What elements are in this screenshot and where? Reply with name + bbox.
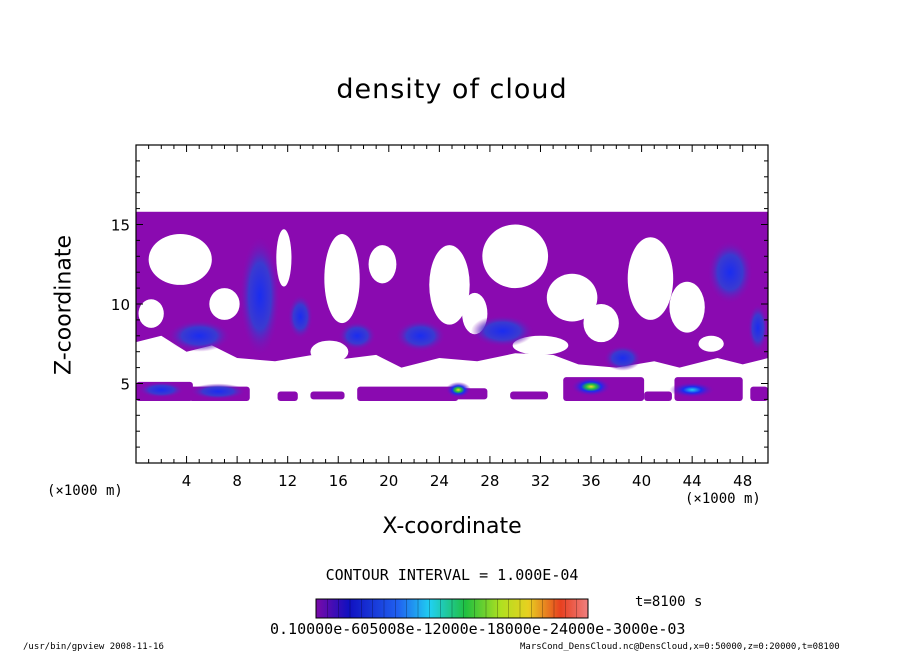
footer-command: /usr/bin/gpview 2008-11-16 [23,642,164,652]
x-tick-label: 12 [278,472,297,490]
cloud-low-patch [357,386,459,401]
density-blob [338,321,377,351]
x-tick-label: 40 [632,472,651,490]
cloud-gap [276,229,292,287]
contour-interval-label: CONTOUR INTERVAL = 1.000E-04 [325,566,579,584]
density-blob [603,345,642,371]
footer-source: MarsCond_DensCloud.nc@DensCloud,x=0:5000… [520,642,840,652]
x-tick-label: 36 [581,472,600,490]
x-tick-label: 4 [182,472,192,490]
density-blob [190,383,246,400]
cloud-low-patch [750,386,768,401]
cloud-gap [669,281,705,333]
density-blob [669,381,715,398]
chart-title: density of cloud [336,74,568,105]
x-unit-label-left: (×1000 m) [47,483,123,499]
cloud-gap [429,245,470,325]
cloud-gap [482,224,549,289]
time-label: t=8100 s [635,594,703,610]
cloud-low-patch [310,391,345,400]
density-blob [570,377,612,397]
density-field [136,211,768,401]
x-tick-label: 32 [531,472,550,490]
x-tick-label: 44 [683,472,702,490]
x-tick-label: 16 [329,472,348,490]
cloud-gap [368,245,397,284]
x-tick-label: 24 [430,472,449,490]
x-tick-label: 20 [379,472,398,490]
density-blob [395,319,446,352]
cloud-gap [698,335,724,352]
x-unit-label-right: (×1000 m) [685,491,761,507]
cloud-low-patch [644,391,672,401]
cloud-low-patch [277,391,298,401]
x-tick-label: 8 [232,472,242,490]
cloud-gap [310,340,349,363]
density-blob [707,240,753,304]
y-tick-label: 10 [111,296,130,314]
cloud-gap [148,234,212,285]
cloud-gap [138,299,164,328]
cloud-gap [583,304,619,343]
y-tick-label: 15 [111,217,130,235]
cloud-low-patch [510,391,549,400]
density-blob [138,381,185,398]
cloud-gap [627,237,674,320]
cloud-gap [324,234,360,324]
cloud-gap [209,288,240,320]
density-blob [747,304,768,352]
x-tick-label: 48 [733,472,752,490]
y-tick-label: 5 [120,376,130,394]
colorbar-tick-labels: 0.10000e-605008e-12000e-18000e-24000e-30… [270,620,686,638]
density-blob [287,294,313,339]
density-blob [167,319,231,352]
density-blob [239,235,281,357]
density-blob [445,381,471,398]
x-axis-label: X-coordinate [382,514,522,539]
x-tick-label: 28 [480,472,499,490]
density-blob [470,315,535,347]
cloud-gap [546,273,598,322]
colorbar-ticks [327,599,577,618]
